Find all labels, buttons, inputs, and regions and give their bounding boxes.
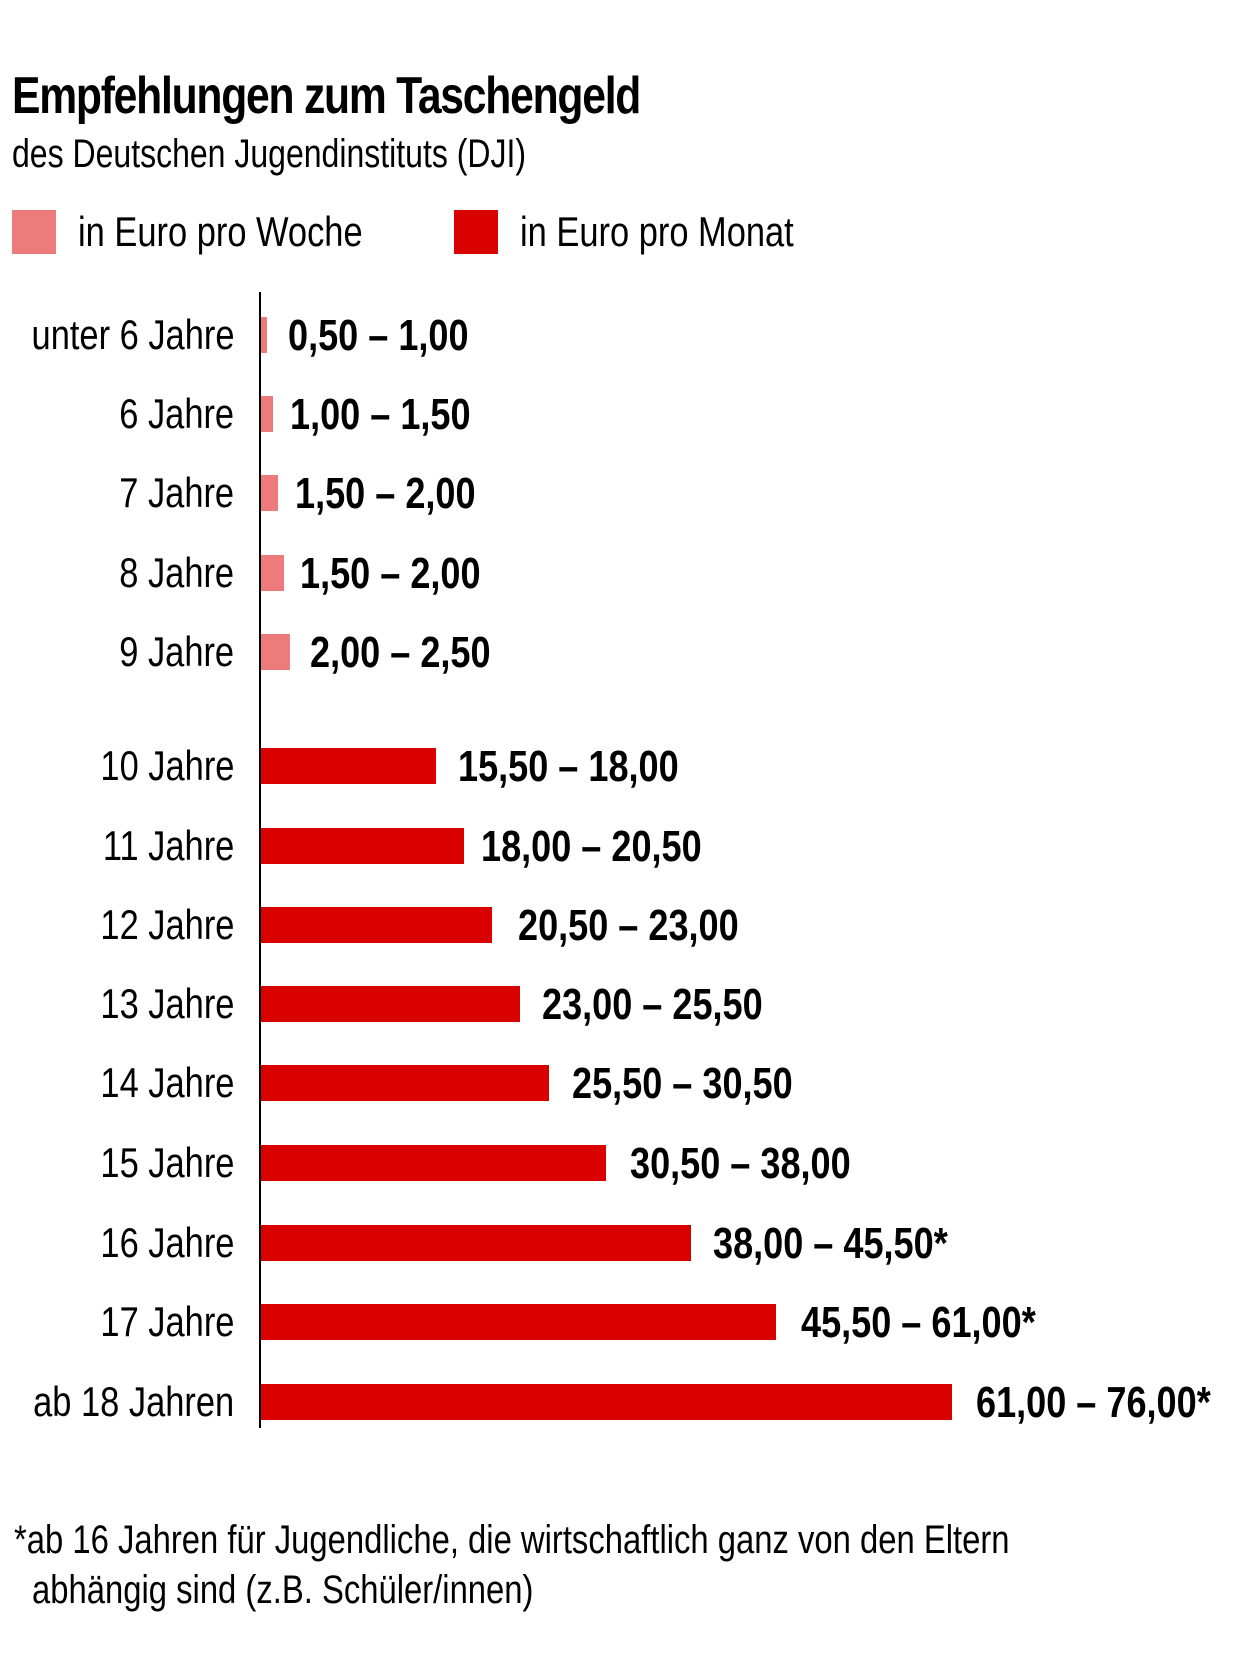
bar-week bbox=[261, 475, 278, 511]
legend-label-month: in Euro pro Monat bbox=[520, 208, 794, 255]
bar-row: 16 Jahre 38,00 – 45,50* bbox=[0, 1219, 1250, 1268]
legend-label-week: in Euro pro Woche bbox=[78, 208, 363, 255]
bar-week bbox=[261, 634, 290, 670]
footnote: *ab 16 Jahren für Jugendliche, die wirts… bbox=[14, 1515, 1010, 1615]
legend-item-month: in Euro pro Monat bbox=[454, 208, 854, 256]
bar-row: 7 Jahre 1,50 – 2,00 bbox=[0, 469, 1250, 518]
bar-row: 12 Jahre 20,50 – 23,00 bbox=[0, 901, 1250, 950]
bar-row: 10 Jahre 15,50 – 18,00 bbox=[0, 742, 1250, 791]
category-label: ab 18 Jahren bbox=[32, 1378, 234, 1425]
value-label: 30,50 – 38,00 bbox=[630, 1139, 851, 1188]
bar-row: 6 Jahre 1,00 – 1,50 bbox=[0, 390, 1250, 439]
value-label: 45,50 – 61,00* bbox=[801, 1298, 1036, 1347]
bar-row: 13 Jahre 23,00 – 25,50 bbox=[0, 980, 1250, 1029]
bar-month bbox=[261, 748, 436, 784]
category-label: 8 Jahre bbox=[119, 549, 234, 596]
bar-month bbox=[261, 986, 520, 1022]
value-label: 18,00 – 20,50 bbox=[481, 822, 702, 871]
category-label: 13 Jahre bbox=[99, 980, 234, 1027]
chart-subtitle: des Deutschen Jugendinstituts (DJI) bbox=[12, 132, 527, 176]
bar-month bbox=[261, 1304, 776, 1340]
value-label: 0,50 – 1,00 bbox=[288, 311, 469, 360]
category-label: 17 Jahre bbox=[99, 1298, 234, 1345]
chart-title: Empfehlungen zum Taschengeld bbox=[12, 67, 641, 125]
category-label: unter 6 Jahre bbox=[31, 311, 234, 358]
category-label: 12 Jahre bbox=[99, 901, 234, 948]
value-label: 23,00 – 25,50 bbox=[542, 980, 763, 1029]
bar-month bbox=[261, 1145, 606, 1181]
legend-swatch-week bbox=[12, 210, 56, 254]
value-label: 2,00 – 2,50 bbox=[310, 628, 491, 677]
value-label: 38,00 – 45,50* bbox=[713, 1219, 948, 1268]
bar-month bbox=[261, 907, 492, 943]
category-label: 9 Jahre bbox=[119, 628, 234, 675]
value-label: 1,00 – 1,50 bbox=[290, 390, 471, 439]
bar-row: unter 6 Jahre 0,50 – 1,00 bbox=[0, 311, 1250, 360]
bar-row: 14 Jahre 25,50 – 30,50 bbox=[0, 1059, 1250, 1108]
legend-swatch-month bbox=[454, 210, 498, 254]
bar-row: 11 Jahre 18,00 – 20,50 bbox=[0, 822, 1250, 871]
bar-row: 9 Jahre 2,00 – 2,50 bbox=[0, 628, 1250, 677]
category-label: 15 Jahre bbox=[99, 1139, 234, 1186]
bar-row: ab 18 Jahren 61,00 – 76,00* bbox=[0, 1378, 1250, 1427]
legend-item-week: in Euro pro Woche bbox=[12, 208, 425, 256]
value-label: 61,00 – 76,00* bbox=[976, 1378, 1211, 1427]
category-label: 16 Jahre bbox=[99, 1219, 234, 1266]
bar-month bbox=[261, 1065, 549, 1101]
bar-month bbox=[261, 1225, 691, 1261]
bar-week bbox=[261, 555, 284, 591]
bar-week bbox=[261, 317, 267, 353]
footnote-line-2: abhängig sind (z.B. Schüler/innen) bbox=[32, 1568, 534, 1612]
bar-row: 17 Jahre 45,50 – 61,00* bbox=[0, 1298, 1250, 1347]
category-label: 11 Jahre bbox=[102, 822, 234, 869]
category-label: 7 Jahre bbox=[119, 469, 234, 516]
category-label: 10 Jahre bbox=[99, 742, 234, 789]
value-label: 1,50 – 2,00 bbox=[295, 469, 476, 518]
bar-row: 8 Jahre 1,50 – 2,00 bbox=[0, 549, 1250, 598]
footnote-line-1: *ab 16 Jahren für Jugendliche, die wirts… bbox=[14, 1518, 1010, 1562]
value-label: 1,50 – 2,00 bbox=[300, 549, 481, 598]
value-label: 20,50 – 23,00 bbox=[518, 901, 739, 950]
bar-month bbox=[261, 828, 464, 864]
value-label: 25,50 – 30,50 bbox=[572, 1059, 793, 1108]
y-axis-line bbox=[259, 292, 261, 1428]
bar-week bbox=[261, 396, 273, 432]
category-label: 6 Jahre bbox=[119, 390, 234, 437]
category-label: 14 Jahre bbox=[99, 1059, 234, 1106]
value-label: 15,50 – 18,00 bbox=[458, 742, 679, 791]
bar-row: 15 Jahre 30,50 – 38,00 bbox=[0, 1139, 1250, 1188]
bar-month bbox=[261, 1384, 952, 1420]
